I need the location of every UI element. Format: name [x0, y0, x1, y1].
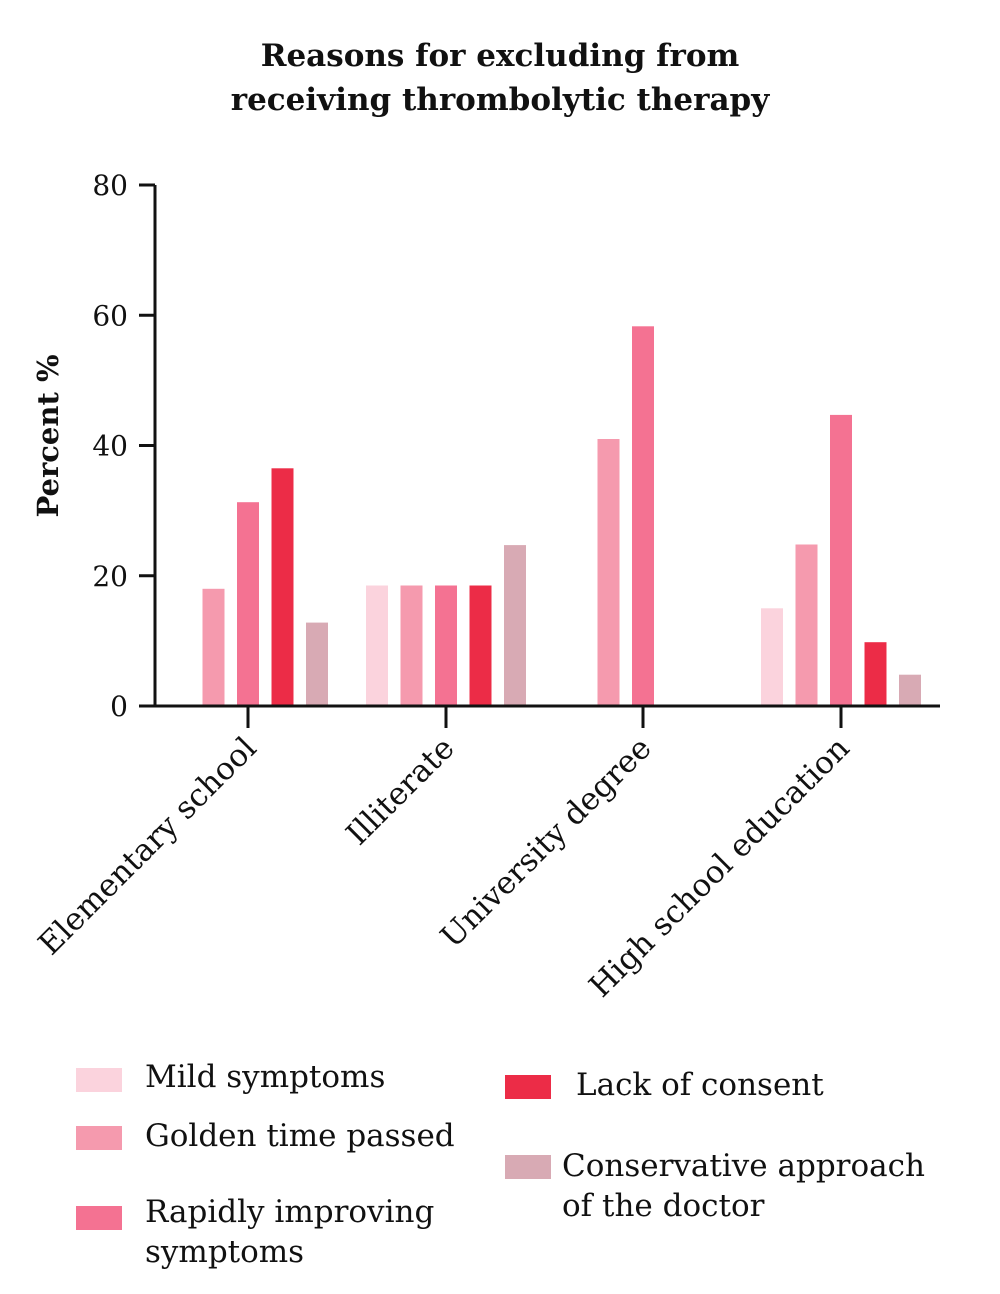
y-tick-label-40: 40 — [92, 430, 128, 463]
bar-conservative-approach-of-the-doctor-high-school-education — [899, 674, 921, 706]
bar-lack-of-consent-elementary-school — [271, 468, 294, 706]
bar-mild-symptoms-high-school-education — [761, 608, 783, 706]
legend-label-lack-of-consent: Lack of consent — [576, 1067, 824, 1103]
legend-swatch-mild-symptoms — [76, 1068, 122, 1092]
y-tick-label-0: 0 — [110, 690, 128, 723]
bar-conservative-approach-of-the-doctor-elementary-school — [306, 622, 328, 706]
bar-lack-of-consent-illiterate — [469, 585, 492, 706]
bar-mild-symptoms-illiterate — [366, 585, 388, 706]
chart-title-line-2: receiving thrombolytic therapy — [230, 82, 770, 118]
bar-golden-time-passed-university-degree — [597, 439, 620, 706]
legend-label-golden-time-passed: Golden time passed — [145, 1118, 455, 1154]
bar-rapidly-improving-symptoms-university-degree — [632, 326, 654, 706]
legend-swatch-lack-of-consent — [505, 1075, 551, 1099]
bar-golden-time-passed-elementary-school — [202, 588, 225, 706]
legend-swatch-rapidly-improving-symptoms — [76, 1206, 122, 1230]
x-tick-label-illiterate: Illiterate — [339, 730, 461, 852]
bar-golden-time-passed-high-school-education — [795, 544, 818, 706]
bar-conservative-approach-of-the-doctor-illiterate — [504, 545, 526, 706]
y-axis-title: Percent % — [31, 355, 65, 518]
x-tick-label-elementary-school: Elementary school — [32, 730, 264, 962]
bar-golden-time-passed-illiterate — [400, 585, 423, 706]
legend-label-conservative-approach: Conservative approach of the doctor — [562, 1148, 925, 1224]
y-tick-label-80: 80 — [92, 169, 128, 202]
legend-swatch-golden-time-passed — [76, 1126, 122, 1150]
bar-rapidly-improving-symptoms-elementary-school — [237, 502, 259, 706]
legend-label-rapidly-improving-symptoms: Rapidly improving symptoms — [145, 1194, 435, 1270]
legend-swatch-conservative-approach — [505, 1155, 551, 1179]
y-tick-label-20: 20 — [92, 560, 128, 593]
bar-rapidly-improving-symptoms-illiterate — [435, 585, 457, 706]
chart-title-line-1: Reasons for excluding from — [260, 38, 740, 74]
bar-rapidly-improving-symptoms-high-school-education — [830, 414, 852, 706]
bar-lack-of-consent-high-school-education — [864, 642, 887, 706]
legend-label-mild-symptoms: Mild symptoms — [145, 1059, 386, 1095]
x-tick-label-university-degree: University degree — [434, 730, 659, 955]
y-tick-label-60: 60 — [92, 299, 128, 332]
